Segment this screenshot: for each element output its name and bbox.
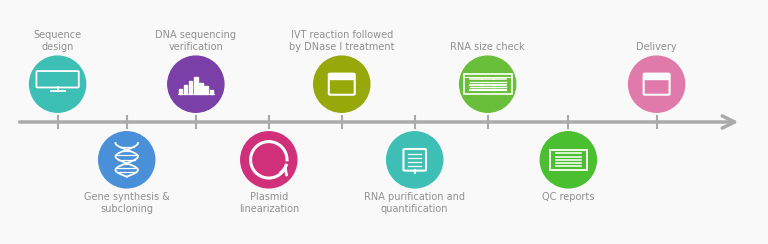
Text: RNA purification and
quantification: RNA purification and quantification [364, 192, 465, 214]
Text: QC reports: QC reports [542, 192, 594, 202]
Bar [464, 74, 511, 94]
Text: IVT reaction followed
by DNase I treatment: IVT reaction followed by DNase I treatme… [289, 30, 395, 52]
Text: Gene synthesis &
subcloning: Gene synthesis & subcloning [84, 192, 170, 214]
Text: Plasmid
linearization: Plasmid linearization [239, 192, 299, 214]
Ellipse shape [29, 56, 86, 112]
Ellipse shape [459, 56, 516, 112]
Ellipse shape [98, 132, 155, 188]
Bar [184, 85, 187, 94]
Bar [200, 83, 203, 94]
Bar [179, 89, 182, 94]
Bar [189, 81, 192, 94]
Ellipse shape [540, 132, 597, 188]
Text: Sequence
design: Sequence design [34, 30, 81, 52]
Bar [204, 86, 208, 94]
Bar [329, 74, 354, 79]
Text: DNA sequencing
verification: DNA sequencing verification [155, 30, 237, 52]
Ellipse shape [167, 56, 224, 112]
Ellipse shape [628, 56, 685, 112]
Bar [194, 77, 197, 94]
Bar [644, 74, 669, 79]
Ellipse shape [240, 132, 297, 188]
Ellipse shape [313, 56, 370, 112]
Text: RNA size check: RNA size check [450, 42, 525, 52]
Text: Delivery: Delivery [637, 42, 677, 52]
Bar [210, 90, 213, 94]
Bar [550, 150, 587, 170]
Ellipse shape [386, 132, 443, 188]
